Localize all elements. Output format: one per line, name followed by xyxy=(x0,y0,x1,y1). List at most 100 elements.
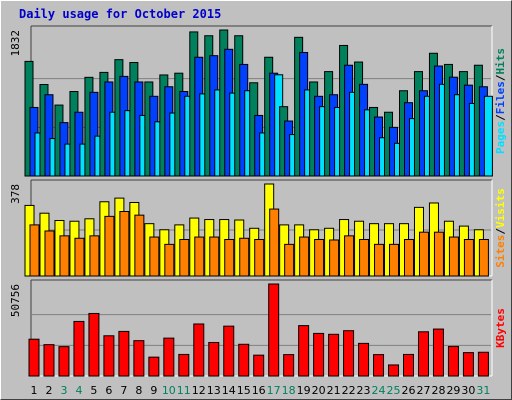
bar-sites-day-7 xyxy=(119,211,130,277)
legend-separator: / xyxy=(494,74,507,81)
x-tick-day-14: 14 xyxy=(222,384,236,397)
bar-sites-day-14 xyxy=(224,238,235,277)
x-tick-day-16: 16 xyxy=(252,384,266,397)
x-tick-day-8: 8 xyxy=(135,384,142,397)
x-tick-day-23: 23 xyxy=(357,384,371,397)
bar-sites-day-9 xyxy=(149,236,160,277)
x-tick-day-10: 10 xyxy=(162,384,176,397)
bar-kbytes-day-16 xyxy=(253,354,265,377)
legend-sites: Sites xyxy=(494,235,507,268)
bar-files-day-5 xyxy=(89,91,99,177)
bar-sites-day-16 xyxy=(254,238,265,277)
x-tick-day-6: 6 xyxy=(105,384,112,397)
bar-kbytes-day-31 xyxy=(477,351,489,377)
bar-sites-day-4 xyxy=(74,237,85,277)
bar-kbytes-day-3 xyxy=(58,346,70,377)
x-tick-day-29: 29 xyxy=(446,384,460,397)
bar-sites-day-13 xyxy=(209,236,220,277)
x-tick-day-4: 4 xyxy=(75,384,82,397)
bar-sites-day-24 xyxy=(374,243,385,277)
y-axis-max-label: 50756 xyxy=(9,284,22,317)
bar-sites-day-27 xyxy=(418,231,429,277)
x-tick-day-12: 12 xyxy=(192,384,206,397)
bar-kbytes-day-22 xyxy=(343,330,355,377)
bar-kbytes-day-25 xyxy=(388,364,400,377)
bar-kbytes-day-10 xyxy=(163,337,175,377)
x-tick-day-17: 17 xyxy=(267,384,281,397)
bar-kbytes-day-26 xyxy=(403,353,414,377)
bar-sites-day-15 xyxy=(239,237,250,277)
x-tick-day-7: 7 xyxy=(120,384,127,397)
x-tick-day-3: 3 xyxy=(60,384,67,397)
bar-kbytes-day-24 xyxy=(373,354,385,377)
legend-visits-sites: Sites/Visits xyxy=(494,188,507,268)
legend-visits: Visits xyxy=(494,188,507,228)
bar-kbytes-day-1 xyxy=(28,338,40,377)
bar-kbytes-day-13 xyxy=(208,341,220,377)
bar-kbytes-day-11 xyxy=(178,353,190,377)
y-axis-max-label: 378 xyxy=(9,184,22,204)
x-tick-day-25: 25 xyxy=(387,384,401,397)
x-tick-day-18: 18 xyxy=(282,384,296,397)
panel-kbytes: 50756 KBytes xyxy=(9,279,507,377)
bar-sites-day-28 xyxy=(433,231,444,277)
bar-kbytes-day-15 xyxy=(238,343,250,377)
bar-kbytes-day-12 xyxy=(193,323,205,377)
x-tick-day-22: 22 xyxy=(342,384,356,397)
bar-files-day-2 xyxy=(44,94,54,177)
bar-sites-day-17 xyxy=(269,208,280,277)
bar-kbytes-day-21 xyxy=(328,333,340,377)
bar-sites-day-31 xyxy=(478,238,489,277)
bar-kbytes-day-27 xyxy=(417,331,429,377)
bar-sites-day-8 xyxy=(134,214,145,277)
x-tick-day-15: 15 xyxy=(237,384,251,397)
bar-sites-day-11 xyxy=(179,238,190,277)
x-tick-day-27: 27 xyxy=(416,384,430,397)
x-tick-day-9: 9 xyxy=(150,384,157,397)
bar-sites-day-20 xyxy=(314,238,325,277)
x-tick-day-28: 28 xyxy=(431,384,445,397)
panel-visits-sites: 378 Sites/Visits xyxy=(9,179,507,277)
bar-sites-day-26 xyxy=(404,238,414,277)
x-tick-day-21: 21 xyxy=(327,384,341,397)
bar-sites-day-6 xyxy=(104,215,115,277)
chart-title: Daily usage for October 2015 xyxy=(19,7,222,21)
bar-sites-day-1 xyxy=(29,224,40,277)
bar-kbytes-day-20 xyxy=(313,332,325,377)
bar-pages-day-31 xyxy=(483,95,493,177)
x-tick-day-26: 26 xyxy=(402,384,416,397)
bar-kbytes-day-28 xyxy=(432,328,444,377)
bar-sites-day-18 xyxy=(284,243,295,277)
bar-sites-day-3 xyxy=(59,235,70,277)
bar-kbytes-day-5 xyxy=(88,312,100,377)
bar-kbytes-day-8 xyxy=(133,340,145,377)
bar-kbytes-day-30 xyxy=(462,352,474,377)
bar-sites-day-29 xyxy=(448,236,459,277)
bar-sites-day-23 xyxy=(359,238,370,277)
bar-kbytes-day-7 xyxy=(118,330,130,377)
bar-kbytes-day-29 xyxy=(447,345,459,377)
legend-separator: / xyxy=(494,114,507,121)
bar-sites-day-19 xyxy=(299,236,310,277)
y-axis-max-label: 1832 xyxy=(9,30,22,57)
bar-kbytes-day-18 xyxy=(283,354,295,377)
bar-kbytes-day-6 xyxy=(103,335,115,377)
bar-kbytes-day-4 xyxy=(73,320,85,377)
bar-sites-day-10 xyxy=(164,243,175,277)
x-tick-day-20: 20 xyxy=(312,384,326,397)
bar-sites-day-21 xyxy=(329,239,340,277)
bar-sites-day-25 xyxy=(389,243,400,277)
x-tick-day-31: 31 xyxy=(476,384,490,397)
legend-hits: Hits xyxy=(494,48,507,75)
bar-kbytes-day-17 xyxy=(268,283,280,377)
bar-sites-day-2 xyxy=(44,230,55,277)
bar-sites-day-22 xyxy=(344,235,355,277)
legend-hits-files-pages: Pages/Files/Hits xyxy=(494,48,507,154)
bar-sites-day-5 xyxy=(89,235,100,277)
x-tick-day-30: 30 xyxy=(461,384,475,397)
legend-files: Files xyxy=(494,81,507,114)
x-tick-day-11: 11 xyxy=(177,384,191,397)
x-tick-day-5: 5 xyxy=(90,384,97,397)
bar-sites-day-30 xyxy=(463,238,474,277)
